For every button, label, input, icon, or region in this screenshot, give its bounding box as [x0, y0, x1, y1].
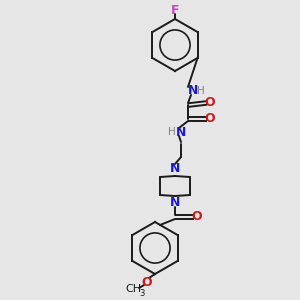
- Text: CH: CH: [125, 284, 141, 294]
- Text: F: F: [171, 4, 179, 16]
- Text: O: O: [205, 112, 215, 125]
- Text: N: N: [188, 83, 198, 97]
- Text: N: N: [170, 196, 180, 208]
- Text: 3: 3: [139, 289, 145, 298]
- Text: N: N: [176, 125, 186, 139]
- Text: O: O: [142, 275, 152, 289]
- Text: O: O: [192, 211, 202, 224]
- Text: N: N: [170, 161, 180, 175]
- Text: O: O: [205, 97, 215, 110]
- Text: H: H: [168, 127, 176, 137]
- Text: H: H: [197, 86, 205, 96]
